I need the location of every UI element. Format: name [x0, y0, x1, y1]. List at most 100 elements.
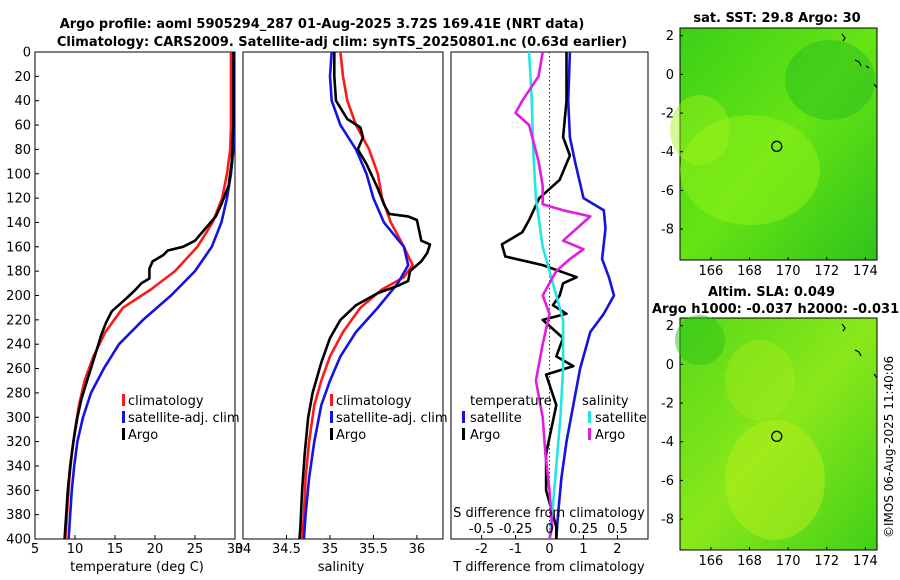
watermark: ©IMOS 06-Aug-2025 11:40:06: [882, 356, 896, 538]
map-y-tick-label: -8: [661, 513, 674, 528]
sst-warm-patch: [680, 115, 820, 225]
title-line-2: Climatology: CARS2009. Satellite-adj cli…: [57, 35, 627, 50]
depth-tick-label: 400: [6, 533, 31, 548]
map-y-tick-label: -6: [661, 474, 674, 489]
s-tick-label: 0.25: [569, 522, 598, 537]
depth-tick-label: 320: [6, 435, 31, 450]
difference-lines: [500, 52, 616, 539]
x-tick-label: 20: [147, 542, 164, 557]
x-tick-label: 35: [322, 542, 339, 557]
sla-map-title-1: Altim. SLA: 0.049: [708, 285, 835, 300]
temperature-lines: [63, 52, 235, 539]
depth-tick-label: 60: [14, 119, 31, 134]
map-x-tick-label: 174: [853, 554, 878, 569]
depth-tick-label: 380: [6, 508, 31, 523]
x-tick-label: 15: [107, 542, 124, 557]
legend-swatch-climatology: [330, 394, 333, 406]
x-tick-label: 35.5: [359, 542, 388, 557]
map-y-tick-label: -2: [661, 107, 674, 122]
island-outline: [841, 33, 878, 89]
x-tick-label: -1: [509, 542, 522, 557]
map-y-tick-label: -4: [661, 435, 674, 450]
sla-map: Altim. SLA: 0.049 Argo h1000: -0.037 h20…: [652, 285, 899, 569]
sst-map: sat. SST: 29.8 Argo: 30 166 168 170 172 174 2…: [661, 11, 878, 279]
legend-title-temperature: temperature: [470, 394, 552, 409]
salinity-legend: climatology satellite-adj. clim Argo: [330, 394, 448, 443]
depth-tick-label: 40: [14, 94, 31, 109]
depth-tick-label: 100: [6, 167, 31, 182]
depth-tick-label: 360: [6, 484, 31, 499]
temperature-panel: 0 20 40 60 80 100 120 140 160 180 200 220 240 260 280 3…: [6, 46, 455, 575]
legend-label-argo: Argo: [336, 428, 366, 443]
x-tick-label: 34: [235, 542, 252, 557]
map-y-tick-label: 2: [666, 29, 674, 44]
depth-tick-label: 200: [6, 289, 31, 304]
legend-label-s-argo: Argo: [595, 428, 625, 443]
series-line-argo: [298, 52, 432, 539]
legend-label-s-satellite: satellite: [595, 411, 647, 426]
sla-low-patch: [675, 315, 725, 365]
depth-tick-label: 240: [6, 338, 31, 353]
depth-tick-label: 180: [6, 265, 31, 280]
sst-cool-patch: [785, 40, 875, 120]
depth-tick-label: 20: [14, 70, 31, 85]
legend-swatch-satellite: [330, 411, 333, 423]
s-difference-x-label: S difference from climatology: [453, 506, 645, 521]
series-line-t-argo: [500, 52, 579, 539]
depth-tick-label: 260: [6, 362, 31, 377]
island-outline: [841, 323, 878, 379]
map-x-tick-label: 174: [853, 264, 878, 279]
x-tick-label: 36: [409, 542, 426, 557]
x-tick-label: 10: [67, 542, 84, 557]
sst-warm-patch: [670, 95, 730, 165]
depth-tick-label: 220: [6, 313, 31, 328]
legend-swatch-satellite: [122, 411, 125, 423]
difference-panel: -2 -1 0 1 2 T difference from climatology S …: [450, 51, 649, 575]
depth-tick-label: 280: [6, 386, 31, 401]
map-x-tick-label: 168: [737, 554, 762, 569]
legend-label-t-satellite: satellite: [470, 411, 522, 426]
map-y-tick-label: -4: [661, 145, 674, 160]
s-tick-label: 0.5: [607, 522, 628, 537]
depth-tick-label: 300: [6, 411, 31, 426]
depth-axis: 0 20 40 60 80 100 120 140 160 180 200 220 240 260 280 3…: [6, 46, 455, 548]
legend-label-t-argo: Argo: [470, 428, 500, 443]
map-y-tick-label: -6: [661, 184, 674, 199]
x-tick-label: 0: [545, 542, 553, 557]
legend-swatch-s-satellite: [588, 411, 591, 423]
series-line-climatology: [300, 52, 414, 539]
x-tick-label: 2: [613, 542, 621, 557]
salinity-x-axis: 34 34.5 35 35.5 36: [235, 535, 425, 557]
difference-legend: temperature salinity satellite Argo sate…: [462, 394, 647, 443]
salinity-x-label: salinity: [318, 560, 365, 575]
temperature-x-axis: 5 10 15 20 25 30: [31, 535, 243, 557]
depth-tick-label: 160: [6, 240, 31, 255]
legend-swatch-climatology: [122, 394, 125, 406]
legend-swatch-argo: [330, 428, 333, 440]
map-x-tick-label: 166: [698, 264, 723, 279]
depth-tick-label: 120: [6, 192, 31, 207]
legend-label-climatology: climatology: [128, 394, 204, 409]
argo-location-marker: [771, 430, 783, 442]
legend-label-satellite: satellite-adj. clim: [336, 411, 448, 426]
salinity-lines: [298, 52, 432, 539]
temperature-legend: climatology satellite-adj. clim Argo: [122, 394, 240, 443]
s-tick-label: -0.25: [499, 522, 533, 537]
legend-label-climatology: climatology: [336, 394, 412, 409]
map-x-tick-label: 166: [698, 554, 723, 569]
map-x-tick-label: 170: [776, 264, 801, 279]
legend-swatch-argo: [122, 428, 125, 440]
series-line-argo: [63, 52, 235, 539]
map-y-tick-label: 2: [666, 319, 674, 334]
series-line-satellite-adj-clim: [302, 52, 410, 539]
sla-high-patch: [725, 420, 825, 540]
s-tick-label: 0: [545, 522, 553, 537]
depth-tick-label: 80: [14, 143, 31, 158]
x-tick-label: 5: [31, 542, 39, 557]
sla-map-axes: 166 168 170 172 174 2 0 -2 -4 -6 -8: [661, 319, 878, 569]
legend-swatch-s-argo: [588, 428, 591, 440]
sst-map-axes: 166 168 170 172 174 2 0 -2 -4 -6 -8: [661, 29, 878, 279]
legend-label-satellite: satellite-adj. clim: [128, 411, 240, 426]
x-tick-label: 34.5: [272, 542, 301, 557]
